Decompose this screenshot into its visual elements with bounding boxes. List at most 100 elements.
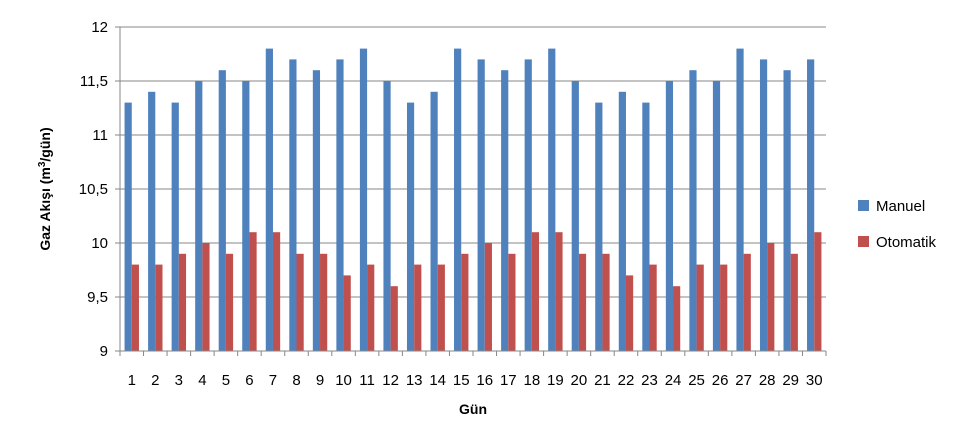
bar-otomatik-22 xyxy=(625,275,634,351)
y-tick-label: 10 xyxy=(91,235,108,252)
x-tick-label: 23 xyxy=(641,372,658,389)
bar-manuel-17 xyxy=(501,70,509,351)
bar-manuel-9 xyxy=(312,70,321,351)
bar-manuel-13 xyxy=(406,102,415,351)
bar-manuel-30 xyxy=(807,59,815,352)
bar-otomatik-28 xyxy=(767,243,775,351)
x-tick-label: 25 xyxy=(688,372,705,389)
bar-manuel-1 xyxy=(124,102,132,351)
bar-manuel-6 xyxy=(242,81,250,351)
bar-manuel-10 xyxy=(336,59,344,352)
y-axis-title-tail: /gün) xyxy=(37,127,53,161)
y-tick-label: 10,5 xyxy=(79,181,108,198)
bar-otomatik-15 xyxy=(461,253,469,351)
bar-manuel-18 xyxy=(524,59,532,352)
bars xyxy=(124,48,822,352)
y-tick-label: 11,5 xyxy=(80,73,108,90)
y-tick-label: 12 xyxy=(91,19,108,36)
y-tick-label: 9 xyxy=(100,343,108,360)
x-tick-label: 26 xyxy=(712,372,729,389)
bar-otomatik-11 xyxy=(367,264,375,351)
x-tick-label: 11 xyxy=(359,372,375,389)
bar-manuel-20 xyxy=(571,81,579,351)
x-tick-label: 8 xyxy=(292,372,300,389)
x-tick-label: 30 xyxy=(806,372,823,389)
bar-otomatik-6 xyxy=(249,232,257,351)
bar-otomatik-29 xyxy=(790,253,798,351)
legend-label-otomatik: Otomatik xyxy=(876,234,937,251)
x-tick-label: 5 xyxy=(222,372,230,389)
bar-otomatik-1 xyxy=(131,264,139,351)
bar-otomatik-24 xyxy=(673,286,681,351)
bar-manuel-29 xyxy=(783,70,791,351)
x-tick-label: 7 xyxy=(269,372,277,389)
bar-manuel-27 xyxy=(736,48,744,351)
bar-otomatik-13 xyxy=(414,264,422,351)
y-tick-label: 11 xyxy=(92,127,108,144)
y-axis-title: Gaz Akışı (m3/gün) xyxy=(37,127,54,250)
x-tick-label: 16 xyxy=(476,372,493,389)
x-tick-label: 3 xyxy=(175,372,183,389)
x-tick-label: 18 xyxy=(523,372,540,389)
bar-otomatik-3 xyxy=(178,253,187,351)
x-tick-label: 12 xyxy=(382,372,399,389)
bar-manuel-24 xyxy=(665,81,674,351)
x-tick-label: 10 xyxy=(335,372,352,389)
x-tick-label: 1 xyxy=(128,372,136,389)
legend-swatch-otomatik xyxy=(858,236,869,247)
bar-otomatik-21 xyxy=(602,253,610,351)
bar-manuel-28 xyxy=(759,59,768,352)
bar-otomatik-27 xyxy=(743,253,751,351)
x-tick-label: 9 xyxy=(316,372,324,389)
x-tick-label: 6 xyxy=(245,372,253,389)
bar-manuel-5 xyxy=(218,70,226,351)
bar-manuel-11 xyxy=(359,48,368,351)
bar-manuel-23 xyxy=(642,102,650,351)
x-tick-labels: 1 2 3 4 5 6 7 8 9 10 11 12 13 14 15 16 17 18 19 20 21 22 23 24 2… xyxy=(128,372,823,389)
bar-otomatik-25 xyxy=(696,264,704,351)
bar-otomatik-23 xyxy=(649,264,657,351)
x-tick-label: 24 xyxy=(665,372,682,389)
bar-manuel-14 xyxy=(430,91,438,352)
x-tick-label: 19 xyxy=(547,372,564,389)
gridlines xyxy=(120,26,826,298)
bar-otomatik-14 xyxy=(437,264,445,351)
x-tick-label: 4 xyxy=(198,372,206,389)
x-tick-label: 21 xyxy=(594,372,611,389)
y-axis-title-main: Gaz Akışı (m xyxy=(37,167,53,251)
y-tick-label: 9,5 xyxy=(87,289,108,306)
bar-otomatik-20 xyxy=(578,253,587,351)
bar-manuel-3 xyxy=(171,102,179,351)
bar-otomatik-19 xyxy=(555,232,563,351)
x-tick-label: 29 xyxy=(782,372,799,389)
legend: Manuel Otomatik xyxy=(858,198,937,251)
bar-otomatik-10 xyxy=(343,275,351,351)
bar-otomatik-17 xyxy=(508,253,516,351)
x-tick-label: 14 xyxy=(429,372,446,389)
bar-manuel-15 xyxy=(454,48,462,351)
bar-manuel-16 xyxy=(477,59,485,352)
bar-manuel-7 xyxy=(265,48,273,351)
bar-otomatik-7 xyxy=(272,232,281,351)
bar-manuel-22 xyxy=(618,91,626,352)
bar-manuel-8 xyxy=(289,59,297,352)
bar-manuel-21 xyxy=(595,102,603,351)
x-tick-label: 20 xyxy=(571,372,588,389)
bar-manuel-26 xyxy=(712,81,721,351)
bar-otomatik-4 xyxy=(202,243,210,351)
bar-manuel-19 xyxy=(548,48,556,351)
bar-otomatik-16 xyxy=(484,243,492,351)
bar-otomatik-5 xyxy=(225,253,234,351)
x-tick-label: 15 xyxy=(453,372,470,389)
x-tick-label: 27 xyxy=(735,372,752,389)
bar-otomatik-12 xyxy=(390,286,398,351)
x-tick-label: 17 xyxy=(500,372,517,389)
x-tick-label: 2 xyxy=(151,372,159,389)
legend-swatch-manuel xyxy=(858,200,869,211)
bar-manuel-2 xyxy=(148,91,156,352)
legend-label-manuel: Manuel xyxy=(876,198,925,215)
axes xyxy=(115,26,827,356)
y-tick-labels: 9 9,5 10 10,5 11 11,5 12 xyxy=(79,19,108,360)
